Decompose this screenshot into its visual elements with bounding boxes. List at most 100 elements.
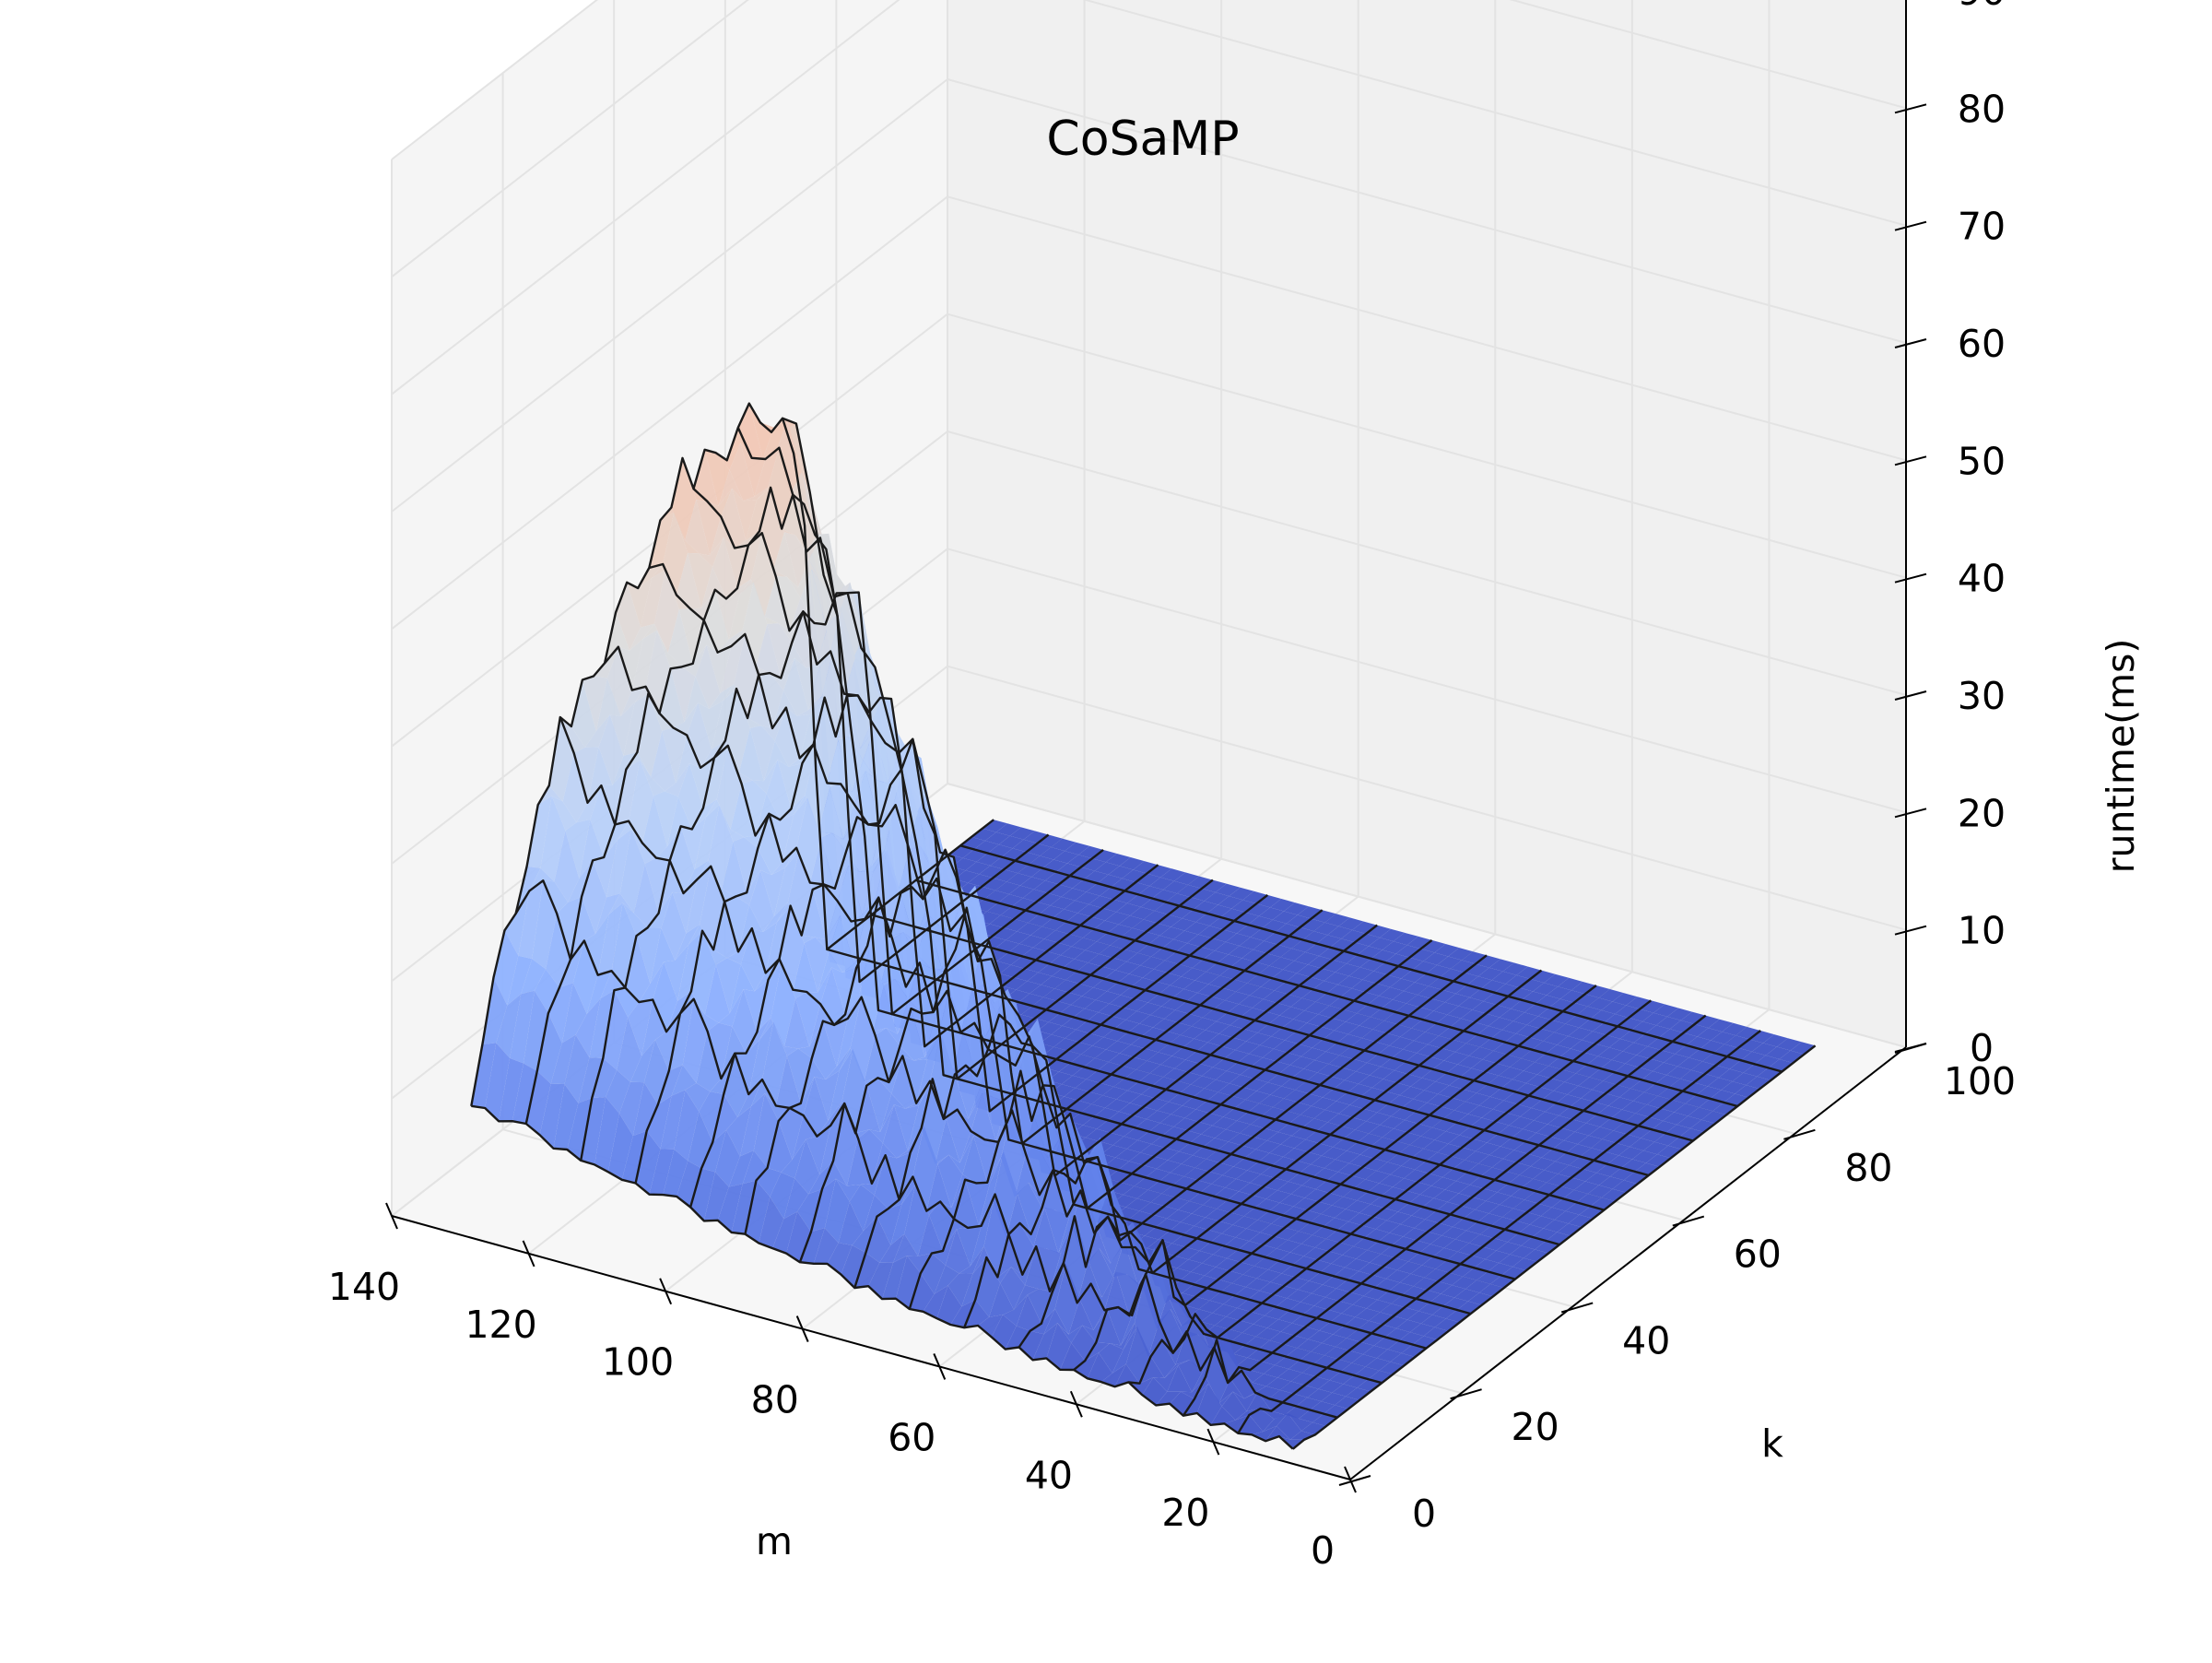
y-axis-label: k (1761, 1421, 1783, 1466)
surface-patch (1030, 985, 1055, 997)
surface-patch (1228, 946, 1253, 959)
surface-patch (1222, 1166, 1248, 1179)
surface-patch (1136, 1002, 1162, 1015)
surface-patch (1396, 1074, 1422, 1087)
surface-patch (1515, 1212, 1541, 1225)
surface-patch (1385, 1269, 1411, 1283)
surface-patch (1417, 1044, 1441, 1057)
surface-patch (1732, 1072, 1758, 1086)
surface-patch (1074, 949, 1100, 963)
surface-patch (1167, 1209, 1192, 1222)
surface-patch (754, 959, 780, 992)
surface-patch (696, 500, 722, 556)
surface-patch (1447, 1193, 1473, 1206)
surface-patch (642, 796, 667, 858)
surface-patch (735, 1039, 760, 1094)
x-tick-mark (795, 1315, 809, 1342)
surface-patch (1211, 987, 1237, 1001)
surface-patch (1352, 1108, 1378, 1122)
surface-patch (623, 693, 649, 756)
surface-patch (933, 945, 959, 1012)
surface-patch (636, 927, 662, 985)
surface-patch (1168, 1291, 1194, 1327)
surface-patch (1296, 964, 1322, 977)
surface-patch (1157, 914, 1182, 927)
surface-patch (863, 1195, 888, 1232)
surface-patch (1403, 1040, 1429, 1054)
surface-patch (889, 892, 915, 942)
surface-patch (1194, 1217, 1219, 1230)
surface-patch (1434, 1131, 1460, 1144)
surface-patch (745, 1180, 771, 1244)
surface-patch (873, 850, 899, 891)
surface-patch (1563, 1131, 1589, 1145)
surface-patch (1280, 1136, 1306, 1149)
surface-patch (1280, 948, 1306, 961)
surface-patch (1512, 1012, 1538, 1025)
surface-patch (1112, 1007, 1137, 1020)
surface-patch (1262, 1048, 1288, 1062)
surface-patch (1210, 1406, 1236, 1425)
surface-patch (1238, 995, 1264, 1008)
surface-patch (1301, 1422, 1326, 1435)
surface-patch (752, 760, 778, 794)
surface-patch (1547, 1115, 1572, 1128)
surface-patch (1341, 1117, 1367, 1130)
surface-patch (680, 817, 706, 870)
surface-patch (786, 1211, 811, 1263)
surface-patch (1110, 1323, 1135, 1350)
surface-patch (1129, 906, 1155, 920)
surface-patch (1347, 1025, 1373, 1038)
surface-patch (1161, 1331, 1187, 1365)
surface-patch (587, 747, 613, 803)
surface-patch (1156, 973, 1182, 985)
surface-patch (603, 990, 629, 1070)
grid-line-wall-z (947, 430, 1907, 696)
surface-patch (714, 589, 740, 640)
y-tick-label: 80 (1844, 1146, 1892, 1190)
surface-patch (1037, 834, 1063, 847)
surface-patch (713, 902, 738, 959)
surface-patch (772, 532, 798, 588)
surface-patch (1225, 933, 1251, 946)
surface-patch (1218, 1378, 1244, 1403)
surface-patch (1153, 960, 1179, 973)
surface-patch (1313, 922, 1339, 936)
surface-patch (1293, 1197, 1319, 1210)
surface-patch (978, 1315, 1003, 1338)
surface-patch (1571, 981, 1596, 995)
surface-patch (1108, 1053, 1134, 1067)
surface-patch (877, 1056, 903, 1094)
surface-patch (708, 805, 734, 889)
surface-patch (1270, 1273, 1296, 1286)
surface-patch (1119, 1044, 1145, 1057)
surface-patch (1571, 1169, 1597, 1182)
surface-patch (1159, 926, 1185, 939)
surface-patch (1160, 1056, 1186, 1068)
z-axis-label: runtime(ms) (2099, 639, 2143, 874)
surface-patch (1361, 1216, 1387, 1230)
surface-patch (1159, 1114, 1185, 1127)
surface-patch (1640, 1000, 1665, 1013)
surface-patch (1085, 1128, 1111, 1142)
surface-patch (1322, 1334, 1347, 1347)
surface-patch (1645, 1154, 1671, 1167)
surface-patch (1523, 1120, 1548, 1133)
surface-patch (1601, 1001, 1627, 1014)
surface-patch (1765, 1046, 1791, 1059)
surface-patch (1441, 1097, 1465, 1111)
surface-patch (1477, 1154, 1503, 1168)
surface-patch (1002, 977, 1028, 990)
surface-patch (1394, 1307, 1419, 1320)
surface-patch (1174, 1246, 1200, 1260)
surface-patch (1550, 1069, 1576, 1082)
surface-patch (1006, 873, 1032, 886)
z-tick-label: 0 (1970, 1026, 1994, 1070)
surface-patch (1123, 1185, 1148, 1199)
surface-patch (1559, 990, 1585, 1003)
surface-patch (1464, 963, 1489, 977)
surface-patch (806, 967, 832, 1005)
surface-patch (1444, 993, 1470, 1007)
surface-patch (1183, 1314, 1209, 1348)
surface-patch (1630, 1138, 1655, 1151)
